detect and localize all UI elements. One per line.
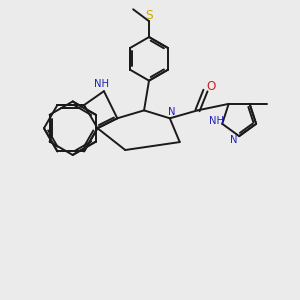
Text: S: S xyxy=(145,9,153,22)
Text: N: N xyxy=(168,107,176,117)
Text: NH: NH xyxy=(209,116,224,126)
Text: NH: NH xyxy=(94,79,110,89)
Text: N: N xyxy=(230,135,238,145)
Text: O: O xyxy=(207,80,216,93)
